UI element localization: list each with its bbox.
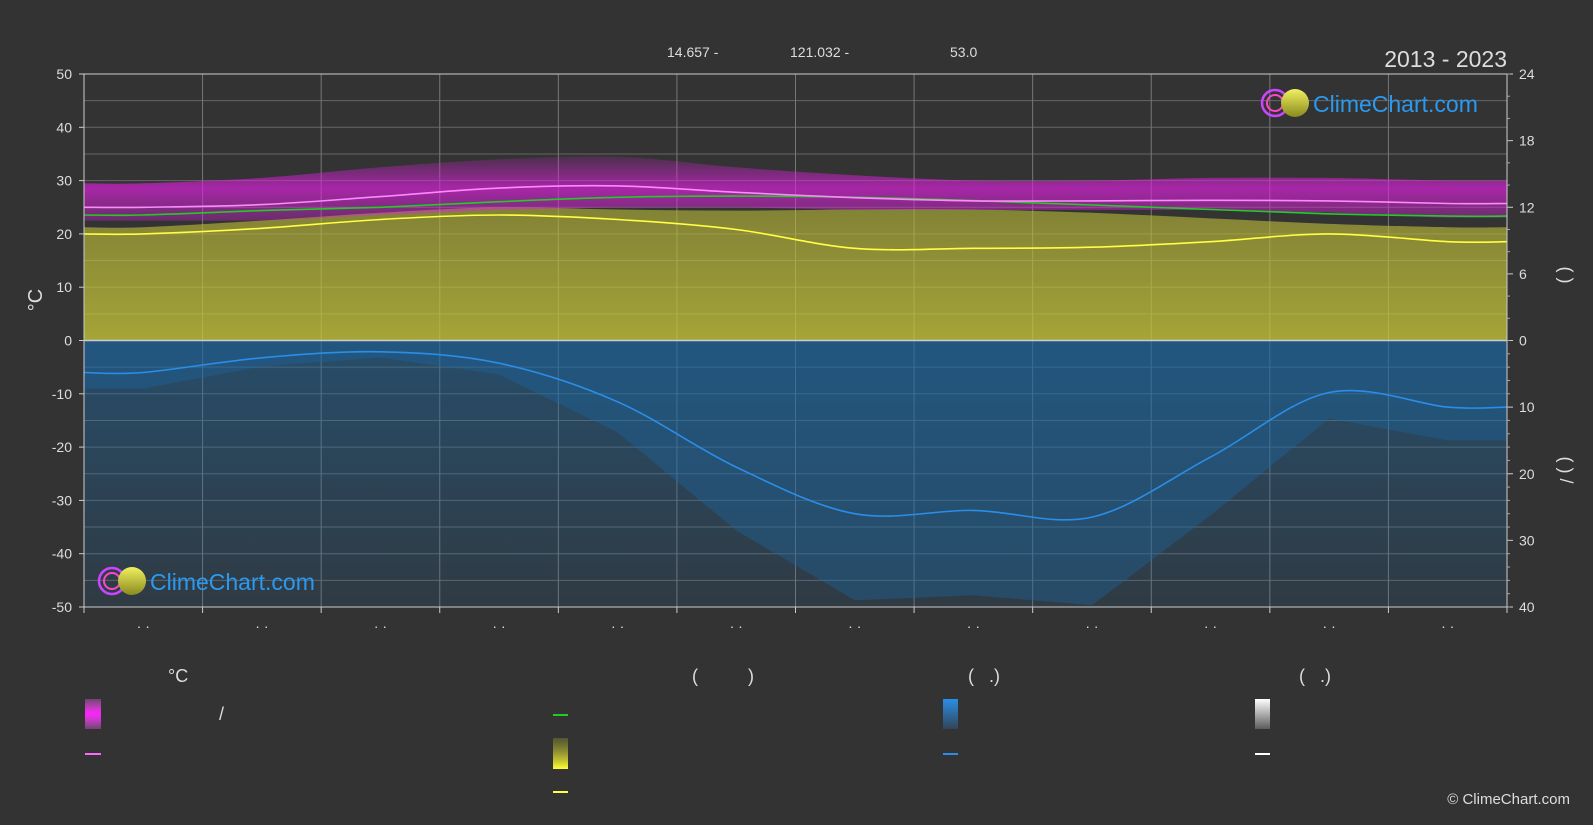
right-lower-tick-label: 30 <box>1519 532 1535 548</box>
right-lower-tick-label: 20 <box>1519 466 1535 482</box>
month-label: · · <box>967 618 980 634</box>
right-upper-axis-label: ( ) <box>1556 267 1576 284</box>
daylight-line <box>83 195 1508 218</box>
left-tick-label: -40 <box>52 546 72 562</box>
legend-snow-band-swatch <box>1255 699 1270 729</box>
left-tick-label: -20 <box>52 439 72 455</box>
right-upper-tick-label: 12 <box>1519 199 1535 215</box>
legend-temp-band-swatch <box>85 699 101 729</box>
month-label: · · <box>492 618 505 634</box>
logo-globe-icon <box>118 567 146 595</box>
header-period: 2013 - 2023 <box>1384 46 1507 72</box>
precipitation-wet-area <box>84 340 1507 606</box>
legend-sunshine-band-swatch <box>553 738 568 769</box>
sunshine-band-area <box>84 207 1507 341</box>
legend-col4-title: ( .) <box>1299 666 1331 686</box>
temperature-mean-line <box>83 184 1508 209</box>
right-upper-tick-label: 6 <box>1519 266 1527 282</box>
month-label: · · <box>848 618 861 634</box>
legend-col1-slash: / <box>219 704 225 724</box>
left-tick-label: -10 <box>52 386 72 402</box>
copyright: © ClimeChart.com <box>1447 791 1570 808</box>
right-upper-tick-label: 18 <box>1519 133 1535 149</box>
right-lower-axis-label: ( ) / <box>1556 457 1576 484</box>
month-label: · · <box>374 618 387 634</box>
legend-col1-title: °C <box>168 666 189 686</box>
left-tick-label: 50 <box>56 66 72 82</box>
right-lower-tick-label: 40 <box>1519 599 1535 615</box>
logo-text-bottom: ClimeChart.com <box>150 569 315 595</box>
logo-globe-icon <box>1281 89 1309 117</box>
data-lines <box>83 184 1508 521</box>
left-tick-label: 20 <box>56 226 72 242</box>
left-tick-label: -50 <box>52 599 72 615</box>
right-upper-tick-label: 24 <box>1519 66 1535 82</box>
precipitation-band-area <box>84 340 1507 607</box>
legend-rain-band-swatch <box>943 699 958 729</box>
left-tick-label: 0 <box>64 333 72 349</box>
logo-text-top: ClimeChart.com <box>1313 91 1478 117</box>
month-label: · · <box>255 618 268 634</box>
precipitation-mean-line <box>83 350 1508 521</box>
month-label: · · <box>611 618 624 634</box>
legend <box>85 699 1270 793</box>
month-label: · · <box>1085 618 1098 634</box>
header-latitude: 14.657 - <box>667 44 719 60</box>
legend-col3-title: ( .) <box>968 666 1000 686</box>
right-upper-tick-label: 0 <box>1519 333 1527 349</box>
month-label: · · <box>137 618 150 634</box>
left-tick-label: -30 <box>52 492 72 508</box>
axes: 50 40 30 20 10 0 -10 -20 -30 -40 -50 24 18 12 6 0 10 20 30… <box>52 66 1535 634</box>
month-label: · · <box>1323 618 1336 634</box>
right-lower-tick-label: 10 <box>1519 399 1535 415</box>
logo-bottom[interactable]: ClimeChart.com <box>97 566 315 596</box>
header-elevation: 53.0 <box>950 44 977 60</box>
left-tick-label: 40 <box>56 119 72 135</box>
logo-top[interactable]: ClimeChart.com <box>1260 88 1478 118</box>
data-areas <box>84 156 1507 607</box>
left-axis-label: °C <box>25 289 47 311</box>
month-label: · · <box>1441 618 1454 634</box>
header-longitude: 121.032 - <box>790 44 849 60</box>
month-label: · · <box>1204 618 1217 634</box>
month-label: · · <box>730 618 743 634</box>
left-tick-label: 10 <box>56 279 72 295</box>
legend-col2-title: ( ) <box>692 666 754 686</box>
sunshine-mean-line <box>83 214 1508 251</box>
left-tick-label: 30 <box>56 173 72 189</box>
